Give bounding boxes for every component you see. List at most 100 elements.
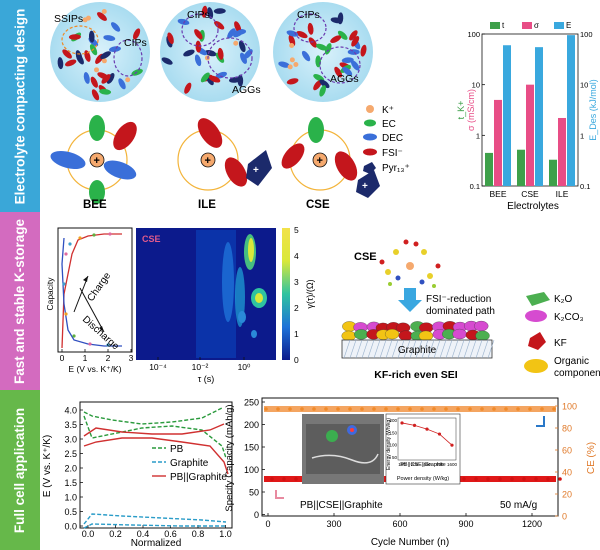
solvent-molecule (177, 18, 190, 25)
bar- (494, 99, 502, 186)
hatch-line (397, 339, 405, 359)
solvent-molecule (118, 78, 126, 90)
x-tick-label: ILE (556, 189, 569, 199)
hatch-line (355, 339, 363, 359)
bar-edes (567, 35, 575, 187)
y-tick-label: 0 (254, 510, 259, 520)
ce-point (384, 407, 388, 411)
inset-x-tick-label: 1600 (447, 462, 458, 467)
bar-edes (503, 45, 511, 186)
fc-xlabel: Normalized (131, 538, 182, 549)
solvent-molecule (75, 50, 83, 62)
bar-chart-ylabel-left2: t_K+ (456, 101, 466, 120)
bar-tk (517, 149, 525, 186)
colorbar-tick-label: 0 (294, 355, 299, 365)
solvent-molecule (208, 75, 221, 83)
solvent-molecule (100, 51, 111, 60)
solvent-molecule (103, 35, 116, 41)
k-ion (125, 77, 131, 83)
ce-point (348, 407, 352, 411)
sei-particle (452, 328, 467, 340)
legend-k: K⁺ (382, 105, 394, 116)
solvent-molecule (301, 50, 311, 62)
legend-label: σ (534, 21, 539, 30)
solvent-molecule (111, 22, 121, 32)
y-tick-label-right: 20 (562, 490, 572, 500)
solvent-molecule (341, 57, 354, 64)
bee-name: BEE (83, 199, 107, 211)
y-tick-label: 1.5 (64, 478, 77, 488)
x-tick-label: 900 (458, 519, 473, 529)
sei-particle (384, 328, 400, 340)
k-ion (85, 15, 91, 21)
k-ion (289, 43, 295, 49)
y-tick-label: 3.5 (64, 420, 77, 430)
ce-point (528, 407, 532, 411)
y-tick-label-right: 60 (562, 446, 572, 456)
y-tick-label: 50 (249, 488, 259, 498)
inset-x-tick-label: 400 (423, 462, 431, 467)
x-tick-label: 1.0 (219, 529, 232, 539)
solvent-molecule (204, 50, 217, 57)
colorbar-tick-label: 4 (294, 251, 299, 261)
hatch-line (361, 339, 369, 359)
capacity-point (294, 477, 298, 481)
x-tick-label: 0.2 (109, 529, 122, 539)
bar-edes (535, 47, 543, 187)
svg-text:+: + (362, 181, 368, 192)
inset-line (401, 422, 453, 446)
legend-swatch (554, 22, 564, 29)
cips-label: CIPs (297, 9, 320, 21)
y-tick-label-right: 10 (580, 81, 588, 90)
ce-point (264, 407, 268, 411)
x-tick-label: 10⁰ (238, 362, 251, 372)
solvent-molecule (288, 34, 296, 47)
sei-layer (341, 320, 490, 342)
legend-ec: EC (382, 119, 396, 130)
ce-point (552, 407, 556, 411)
ce-point (408, 407, 412, 411)
band-k-storage: Fast and stable K-storage (0, 212, 40, 390)
solvent-molecule (62, 49, 72, 59)
k-ion (287, 64, 293, 70)
k-ion (289, 57, 295, 63)
y-tick-label: 100 (467, 30, 480, 39)
hatch-line (373, 339, 381, 359)
legend-swatch (522, 22, 532, 29)
solvent-molecule (217, 47, 224, 60)
solvent-molecule (97, 72, 109, 80)
sei-legend: K₂O K₂CO₃ KF Organic components (524, 292, 600, 379)
hatch-line (343, 339, 351, 359)
capacity-point (558, 477, 562, 481)
solvent-molecule (324, 43, 332, 55)
band-label: Electrolyte compacting design (12, 8, 28, 204)
y-tick-label: 1 (476, 131, 480, 140)
ssips-cluster (61, 25, 99, 55)
data-marker (64, 312, 68, 316)
aggs-cluster (207, 37, 253, 79)
electrolyte-schematic: SSIPs CIPs CIPs AGGs CIPs AGGs + + + + +… (50, 2, 410, 211)
ce-point (288, 407, 292, 411)
hatch-line (379, 339, 387, 359)
x-tick-label: 10⁻⁴ (149, 362, 167, 372)
x-tick-label: 600 (392, 519, 407, 529)
inset-frame (397, 417, 457, 461)
y-tick-label: 0.1 (470, 182, 480, 191)
bar- (526, 84, 534, 186)
bar- (558, 117, 566, 186)
solvent-molecule (351, 35, 360, 47)
pb-graphite-curve-lower (83, 437, 229, 475)
ce-point (540, 407, 544, 411)
solvent-molecule (319, 79, 330, 89)
x-tick-label: 1200 (522, 519, 542, 529)
hatch-line (457, 339, 465, 359)
x-tick-label: 10⁻² (192, 362, 209, 372)
hatch-line (433, 339, 441, 359)
charge-curve (61, 233, 122, 349)
solvent-molecule (307, 22, 314, 35)
data-marker (64, 252, 68, 256)
ssips-label: SSIPs (54, 13, 83, 25)
reduction-text-2: dominated path (426, 306, 495, 317)
solvent-molecule (200, 72, 210, 83)
solvent-molecule (342, 66, 353, 76)
